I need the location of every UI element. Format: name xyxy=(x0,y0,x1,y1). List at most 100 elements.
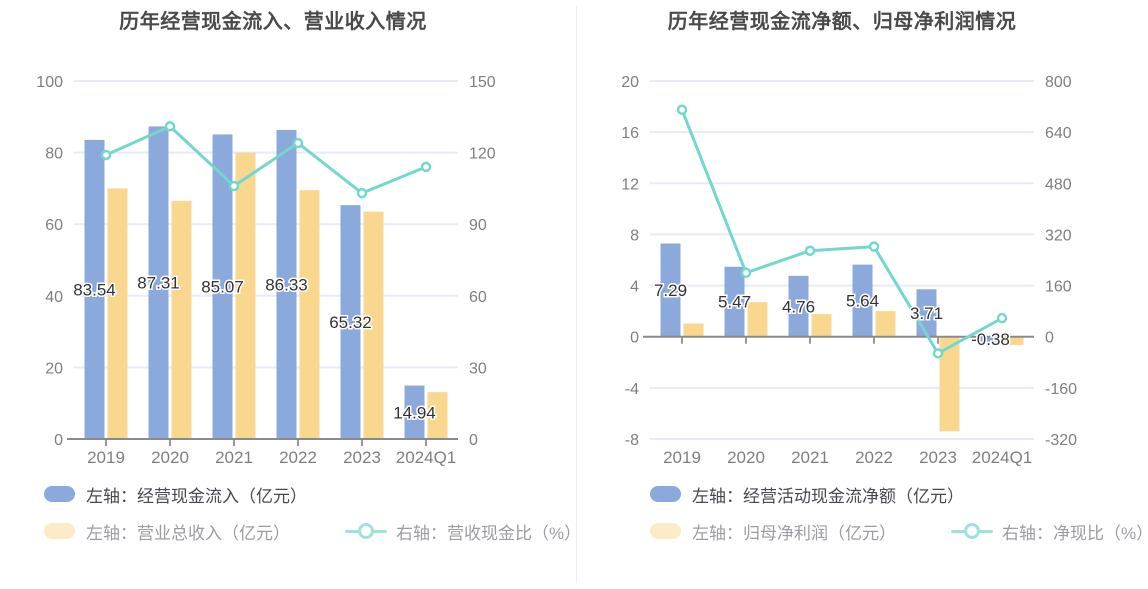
left-axis-tick-label: 8 xyxy=(630,227,639,244)
bar-secondary xyxy=(363,211,384,439)
legend-label[interactable]: 左轴：营业总收入（亿元） xyxy=(86,523,290,543)
line-marker xyxy=(868,241,880,252)
category-label: 2024Q1 xyxy=(396,448,457,467)
legend-row-2: 左轴：营业总收入（亿元） 右轴：营收现金比（%） xyxy=(44,520,581,543)
data-label: 14.94 xyxy=(393,403,436,422)
data-label: 83.54 xyxy=(73,280,116,299)
line-series-marker-icon[interactable] xyxy=(345,523,387,539)
category-label: 2021 xyxy=(215,448,253,467)
category-label: 2019 xyxy=(87,448,125,467)
line-marker xyxy=(420,161,432,173)
right-axis-tick-label: 320 xyxy=(1045,227,1072,244)
legend-label[interactable]: 左轴：归母净利润（亿元） xyxy=(692,523,896,543)
left-axis-tick-label: 80 xyxy=(45,146,63,163)
data-label: 4.76 xyxy=(782,297,815,316)
bar-secondary xyxy=(939,336,960,432)
right-axis-tick-label: 480 xyxy=(1045,176,1072,193)
left-axis-tick-label: 12 xyxy=(621,176,639,193)
data-label: 5.47 xyxy=(718,293,751,312)
bar-swatch-blue-icon xyxy=(650,486,681,502)
category-label: 2019 xyxy=(663,448,701,467)
legend-row-2: 左轴：归母净利润（亿元） 右轴：净现比（%） xyxy=(650,520,1148,543)
data-label: 86.33 xyxy=(265,275,308,294)
category-label: 2023 xyxy=(343,448,381,467)
line-marker xyxy=(996,312,1008,324)
bar-primary xyxy=(404,385,425,439)
data-label: 87.31 xyxy=(137,274,180,293)
category-label: 2020 xyxy=(727,448,765,467)
left-chart-title: 历年经营现金流入、营业收入情况 xyxy=(119,11,427,33)
line-marker xyxy=(932,348,944,359)
bar-primary xyxy=(340,205,361,439)
category-label: 2020 xyxy=(151,448,189,467)
legend-item-net-cashflow[interactable]: 左轴：经营活动现金流净额（亿元） xyxy=(650,483,1148,506)
line-series-marker-icon[interactable] xyxy=(951,523,993,539)
category-label: 2024Q1 xyxy=(972,448,1033,467)
left-axis-tick-label: 16 xyxy=(621,125,639,142)
legend-label: 左轴：经营活动现金流净额（亿元） xyxy=(692,486,964,506)
bar-primary xyxy=(852,264,873,337)
right-axis-tick-label: 120 xyxy=(469,146,496,163)
bar-secondary xyxy=(875,311,896,337)
bar-secondary xyxy=(427,392,448,439)
legend-label[interactable]: 右轴：净现比（%） xyxy=(1002,523,1148,543)
right-axis-tick-label: 30 xyxy=(469,360,487,377)
bar-swatch-yellow-icon[interactable] xyxy=(44,523,75,539)
line-marker xyxy=(740,267,752,279)
data-label: 7.29 xyxy=(654,281,687,300)
line-series xyxy=(680,109,1003,355)
data-label: 65.32 xyxy=(329,313,372,332)
bar-secondary xyxy=(1003,336,1024,346)
right-chart-legend: 左轴：经营活动现金流净额（亿元） 左轴：归母净利润（亿元） 右轴：净现比（%） xyxy=(650,483,1148,557)
legend-item-cash-inflow[interactable]: 左轴：经营现金流入（亿元） xyxy=(44,483,564,506)
left-axis-tick-label: 0 xyxy=(630,330,639,347)
category-label: 2022 xyxy=(855,448,893,467)
right-axis-tick-label: 90 xyxy=(469,217,487,234)
left-axis-tick-label: -8 xyxy=(625,432,639,449)
data-label: 3.71 xyxy=(910,304,943,323)
right-axis-tick-label: 0 xyxy=(469,432,478,449)
data-label: 85.07 xyxy=(201,278,244,297)
right-axis-tick-label: 150 xyxy=(469,74,496,91)
right-axis-tick-label: 640 xyxy=(1045,125,1072,142)
bar-secondary xyxy=(811,314,832,337)
right-axis-tick-label: 160 xyxy=(1045,279,1072,296)
bar-primary xyxy=(84,139,105,439)
data-label: 5.64 xyxy=(846,292,879,311)
right-axis-tick-label: -320 xyxy=(1045,432,1077,449)
category-label: 2022 xyxy=(279,448,317,467)
bar-secondary xyxy=(747,302,768,337)
left-axis-tick-label: 40 xyxy=(45,289,63,306)
legend-label: 左轴：经营现金流入（亿元） xyxy=(86,486,307,506)
line-marker xyxy=(164,121,176,132)
bar-primary xyxy=(212,134,233,439)
right-axis-tick-label: -160 xyxy=(1045,381,1077,398)
bar-secondary xyxy=(683,323,704,337)
bar-secondary xyxy=(235,152,256,439)
category-label: 2021 xyxy=(791,448,829,467)
line-marker xyxy=(228,180,240,192)
left-axis-tick-label: 20 xyxy=(621,74,639,91)
right-axis-tick-label: 800 xyxy=(1045,74,1072,91)
bar-primary xyxy=(788,275,809,337)
line-marker xyxy=(100,149,112,161)
bar-swatch-yellow-icon[interactable] xyxy=(650,523,681,539)
line-marker xyxy=(676,104,688,116)
left-chart-legend: 左轴：经营现金流入（亿元） 左轴：营业总收入（亿元） 右轴：营收现金比（%） xyxy=(44,483,581,557)
line-series xyxy=(105,124,427,195)
left-axis-tick-label: 4 xyxy=(630,279,639,296)
panel-divider xyxy=(576,6,577,583)
line-marker xyxy=(804,245,816,256)
bar-primary xyxy=(980,336,1001,342)
bar-primary xyxy=(148,126,169,439)
bar-primary xyxy=(724,266,745,337)
left-axis-tick-label: 20 xyxy=(45,360,63,377)
legend-label[interactable]: 右轴：营收现金比（%） xyxy=(396,523,582,543)
right-axis-tick-label: 0 xyxy=(1045,330,1054,347)
left-axis-tick-label: 0 xyxy=(54,432,63,449)
bar-secondary xyxy=(107,188,128,439)
bar-primary xyxy=(276,129,297,439)
left-axis-tick-label: -4 xyxy=(625,381,639,398)
